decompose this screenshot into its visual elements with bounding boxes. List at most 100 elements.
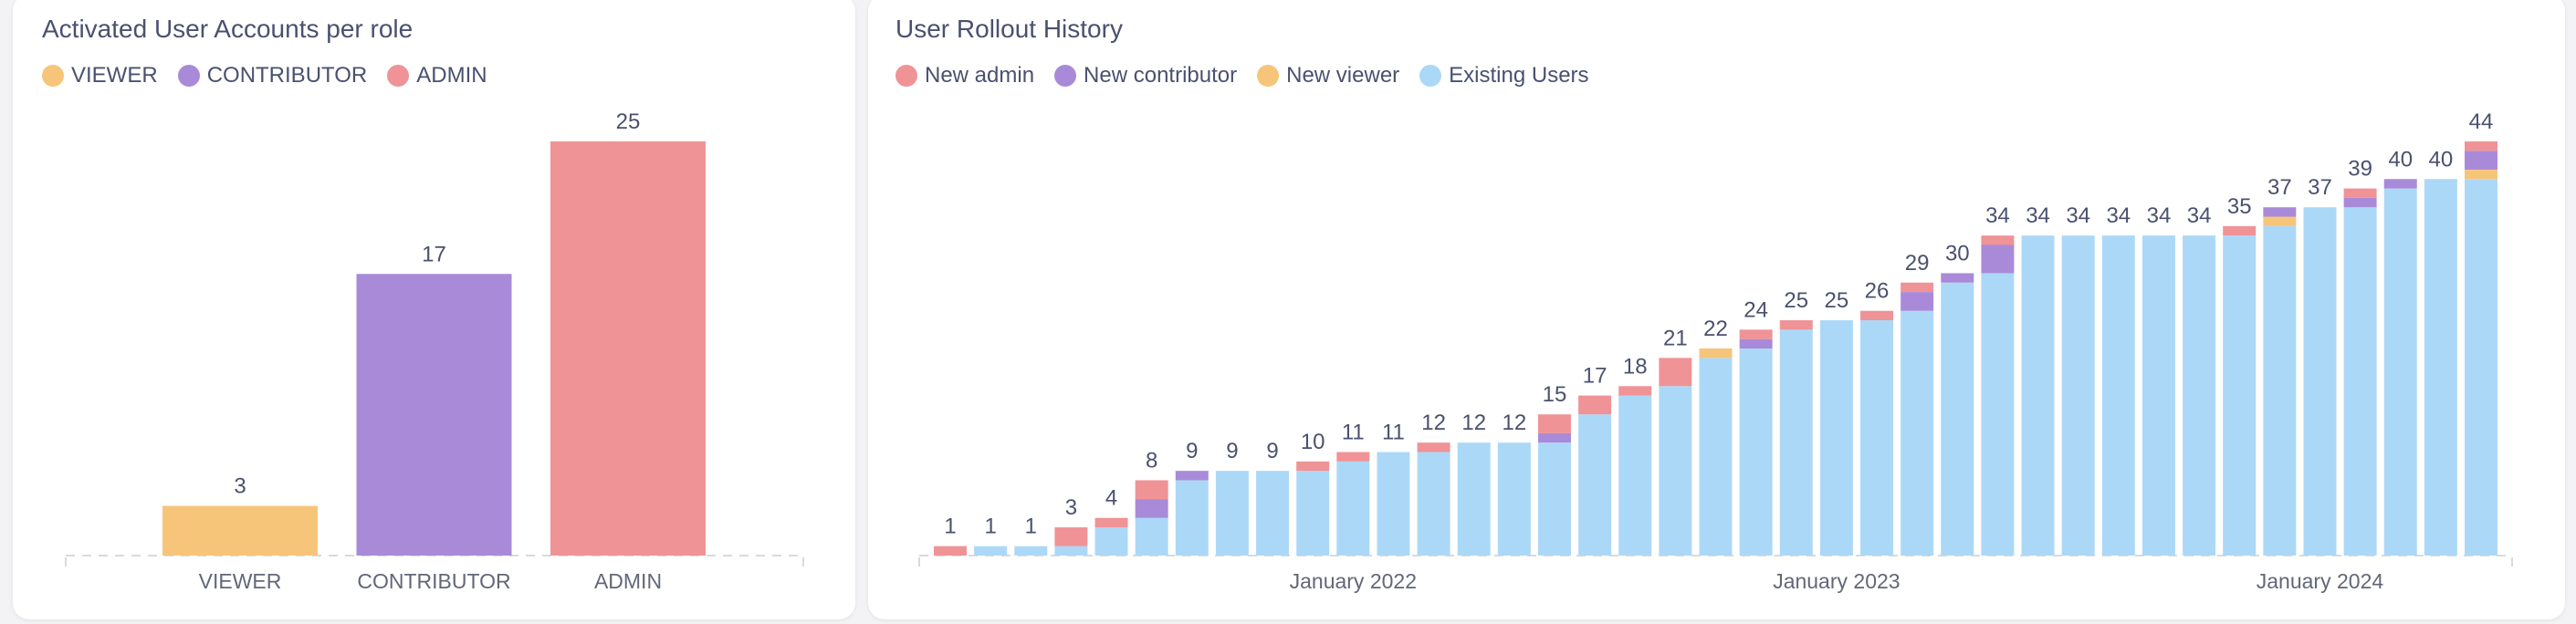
bar-segment-existing (1981, 273, 2015, 556)
legend-item-new-viewer[interactable]: New viewer (1257, 63, 1399, 88)
data-label: 25 (616, 109, 641, 134)
bar-segment-admin (1296, 461, 1330, 472)
data-label: 29 (1905, 251, 1930, 276)
bar-segment-existing (2061, 235, 2095, 556)
data-label: 25 (1784, 288, 1808, 313)
data-label: 44 (2469, 109, 2494, 134)
data-label: 1 (1025, 515, 1037, 539)
bar-segment-existing (1537, 442, 1571, 556)
data-label: 26 (1865, 279, 1890, 304)
data-label: 37 (2267, 175, 2292, 200)
bar-segment-admin (2223, 225, 2257, 236)
bar-segment-admin (2465, 141, 2497, 151)
bar-segment-viewer (2465, 169, 2497, 180)
legend-dot-icon (895, 65, 917, 87)
bar-segment-contributor (1941, 273, 1974, 283)
data-label: 22 (1703, 317, 1728, 341)
x-tick-label: VIEWER (199, 569, 282, 593)
data-label: 37 (2308, 175, 2332, 200)
data-label: 34 (2066, 203, 2090, 228)
legend-label: New viewer (1286, 63, 1400, 88)
bar-segment-existing (2383, 188, 2417, 556)
bar-segment-existing (1739, 348, 1773, 556)
bar-segment-existing (1175, 480, 1209, 556)
x-tick-label: January 2024 (2257, 569, 2384, 593)
bar-segment-existing (974, 546, 1008, 556)
data-label: 11 (1382, 421, 1405, 445)
legend-dot-icon (1054, 65, 1077, 87)
bar-segment-existing (2343, 207, 2377, 556)
legend-item-new-contributor[interactable]: New contributor (1054, 63, 1237, 88)
bar-segment-contributor (1739, 338, 1773, 348)
bar-segment-contributor (1135, 499, 1168, 518)
bar-segment-existing (2303, 207, 2337, 556)
bar-segment-existing (2263, 225, 2297, 556)
bar-segment-existing (1659, 386, 1692, 556)
bar-segment-existing (2424, 179, 2457, 556)
data-label: 25 (1825, 288, 1849, 313)
bar-segment-existing (1699, 358, 1733, 556)
bar-segment-existing (2223, 235, 2257, 556)
data-label: 3 (234, 474, 246, 499)
legend-dot-icon (387, 65, 410, 87)
legend-dot-icon (1257, 65, 1280, 87)
bar-segment-contributor (2343, 197, 2377, 208)
legend-dot-icon (42, 65, 64, 87)
legend-label: New admin (925, 63, 1035, 88)
bar-segment-existing (1296, 471, 1330, 556)
data-label: 17 (422, 242, 446, 266)
bar-segment-existing (1417, 452, 1450, 556)
data-label: 30 (1945, 241, 1970, 265)
bar-segment-contributor (1537, 432, 1571, 443)
bar-segment-existing (2465, 179, 2497, 556)
bar-segment-existing (1860, 320, 1894, 556)
bar-segment-existing (1779, 329, 1813, 556)
legend-item-viewer[interactable]: VIEWER (42, 63, 158, 88)
legend-item-contributor[interactable]: CONTRIBUTOR (177, 63, 367, 88)
data-label: 24 (1744, 297, 1768, 322)
bar-segment-admin (1094, 517, 1128, 528)
bar-segment-existing (1377, 452, 1410, 556)
legend-item-existing-users[interactable]: Existing Users (1419, 63, 1589, 88)
bar-segment-admin (1779, 320, 1813, 330)
bar-segment-existing (1215, 471, 1249, 556)
data-label: 1 (944, 515, 956, 539)
x-tick-label: CONTRIBUTOR (357, 569, 510, 593)
legend-label: VIEWER (71, 63, 158, 88)
bar-segment-viewer (1699, 348, 1733, 359)
data-label: 40 (2388, 147, 2413, 172)
bar-segment-existing (1094, 527, 1128, 556)
bar-viewer (162, 505, 318, 556)
x-tick-label: ADMIN (594, 569, 662, 593)
bar-segment-existing (1336, 461, 1370, 556)
bar-segment-existing (2101, 235, 2135, 556)
legend-item-new-admin[interactable]: New admin (895, 63, 1034, 88)
bar-segment-existing (1256, 471, 1290, 556)
legend-dot-icon (177, 65, 200, 87)
data-label: 1 (984, 515, 996, 539)
data-label: 35 (2227, 194, 2252, 219)
bar-segment-contributor (2263, 207, 2297, 217)
bar-contributor (356, 274, 512, 556)
bar-segment-existing (2183, 235, 2216, 556)
data-label: 4 (1105, 486, 1117, 511)
data-label: 40 (2429, 147, 2454, 172)
bar-segment-existing (1497, 442, 1531, 556)
bar-segment-existing (1135, 517, 1168, 556)
bar-segment-admin (1417, 442, 1450, 452)
bar-segment-admin (1901, 282, 1934, 293)
data-label: 34 (2106, 203, 2131, 228)
legend-item-admin[interactable]: ADMIN (387, 63, 487, 88)
data-label: 34 (1985, 203, 2010, 228)
bar-segment-admin (2343, 188, 2377, 198)
data-label: 39 (2348, 157, 2372, 182)
x-tick-label: January 2022 (1290, 569, 1417, 593)
bar-segment-contributor (1981, 244, 2015, 274)
bar-segment-existing (2141, 235, 2175, 556)
data-label: 21 (1663, 326, 1688, 350)
bar-segment-existing (1578, 414, 1612, 556)
data-label: 10 (1301, 430, 1325, 454)
rollout-chart-legend: New admin New contributor New viewer Exi… (895, 63, 1609, 88)
bar-segment-existing (2021, 235, 2055, 556)
